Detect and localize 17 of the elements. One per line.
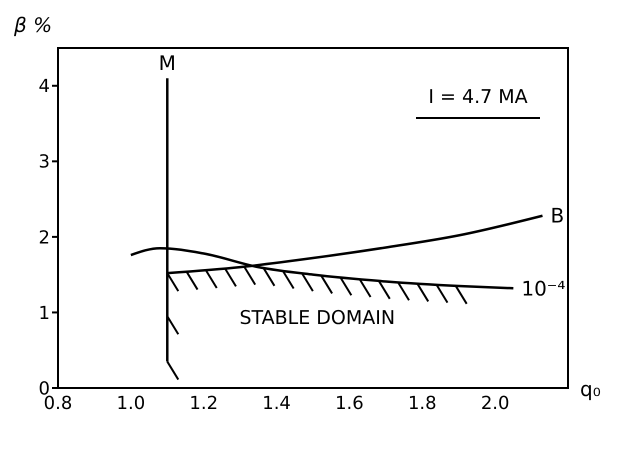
y-axis-title: β %: [13, 13, 52, 37]
y-tick-label: 2: [38, 227, 50, 248]
x-tick-label: 1.0: [116, 392, 146, 414]
x-tick-label: 1.4: [262, 392, 291, 414]
y-tick-label: 3: [38, 152, 50, 173]
y-tick-label: 1: [38, 302, 50, 324]
annotation: STABLE DOMAIN: [239, 306, 396, 329]
x-tick-label: 1.8: [408, 392, 437, 414]
series-label: 10⁻⁴: [521, 276, 566, 300]
x-tick-label: 1.6: [335, 392, 364, 414]
x-tick-label: 1.2: [189, 392, 218, 414]
x-axis-title: q₀: [580, 377, 601, 401]
series-label: B: [550, 204, 564, 228]
annotation: I = 4.7 MA: [428, 86, 528, 108]
series-label: M: [158, 51, 176, 76]
x-tick-label: 2.0: [480, 392, 510, 414]
y-tick-label: 4: [38, 76, 50, 98]
